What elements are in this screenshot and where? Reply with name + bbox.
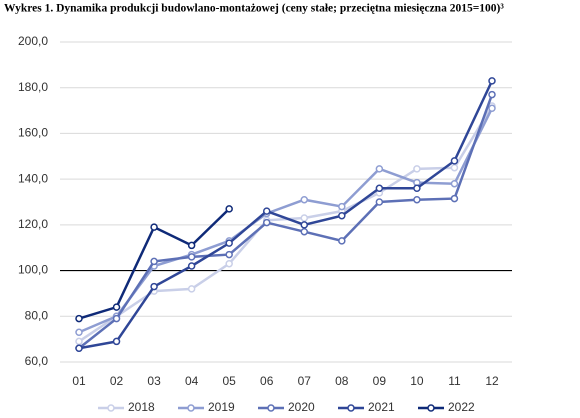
legend-label: 2018	[128, 400, 155, 414]
x-tick-label: 07	[298, 374, 312, 388]
y-tick-label: 140,0	[18, 171, 48, 185]
point	[150, 223, 158, 231]
point	[300, 214, 309, 222]
point	[75, 314, 83, 323]
legend-marker	[267, 404, 275, 412]
x-tick-label: 08	[335, 374, 349, 388]
series-line	[78, 80, 494, 350]
point	[225, 259, 233, 268]
point	[338, 202, 346, 211]
point	[338, 237, 346, 245]
point	[187, 262, 196, 270]
legend-label: 2021	[368, 400, 395, 414]
point	[450, 163, 459, 172]
y-tick-label: 60,0	[25, 354, 49, 368]
point	[150, 282, 158, 291]
y-tick-label: 80,0	[25, 308, 49, 322]
point	[187, 241, 196, 250]
y-tick-label: 100,0	[18, 263, 48, 277]
point	[450, 179, 459, 188]
legend-marker	[107, 404, 115, 412]
point	[413, 184, 421, 193]
point	[150, 257, 158, 266]
point	[338, 211, 346, 220]
point	[75, 328, 83, 337]
point	[75, 337, 83, 346]
y-tick-label: 120,0	[18, 217, 48, 231]
point	[225, 205, 233, 213]
point	[187, 285, 196, 293]
y-tick-label: 200,0	[18, 34, 48, 48]
y-tick-label: 180,0	[18, 80, 48, 94]
legend-label: 2022	[448, 400, 475, 414]
x-tick-label: 09	[373, 374, 387, 388]
x-tick-label: 06	[260, 374, 274, 388]
x-tick-label: 02	[110, 374, 124, 388]
x-tick-label: 10	[410, 374, 424, 388]
point	[450, 194, 459, 203]
x-tick-label: 11	[448, 374, 461, 388]
x-tick-label: 12	[485, 374, 499, 388]
point	[262, 207, 271, 215]
point	[112, 314, 121, 323]
point	[300, 195, 309, 204]
point	[112, 337, 121, 346]
legend-marker	[427, 404, 435, 412]
point	[225, 250, 233, 259]
point	[300, 221, 309, 229]
point	[225, 239, 233, 247]
legend-label: 2019	[208, 400, 235, 414]
x-tick-label: 05	[223, 374, 237, 388]
point	[187, 253, 196, 261]
series-line	[78, 94, 494, 350]
point	[488, 104, 496, 113]
point	[300, 227, 309, 236]
point	[375, 165, 384, 173]
x-tick-label: 04	[185, 374, 199, 388]
point	[413, 195, 421, 204]
x-tick-label: 01	[72, 374, 86, 388]
legend-label: 2020	[288, 400, 315, 414]
point	[488, 77, 496, 85]
point	[413, 165, 421, 173]
point	[112, 303, 121, 311]
point	[75, 344, 83, 353]
legend-marker	[187, 404, 195, 412]
point	[450, 157, 459, 165]
point	[262, 218, 271, 227]
chart-title: Wykres 1. Dynamika produkcji budowlano-m…	[4, 3, 504, 15]
legend-marker	[347, 404, 355, 412]
y-tick-label: 160,0	[18, 126, 48, 140]
point	[375, 184, 384, 193]
point	[375, 198, 384, 206]
point	[488, 90, 496, 99]
x-tick-label: 03	[147, 374, 161, 388]
